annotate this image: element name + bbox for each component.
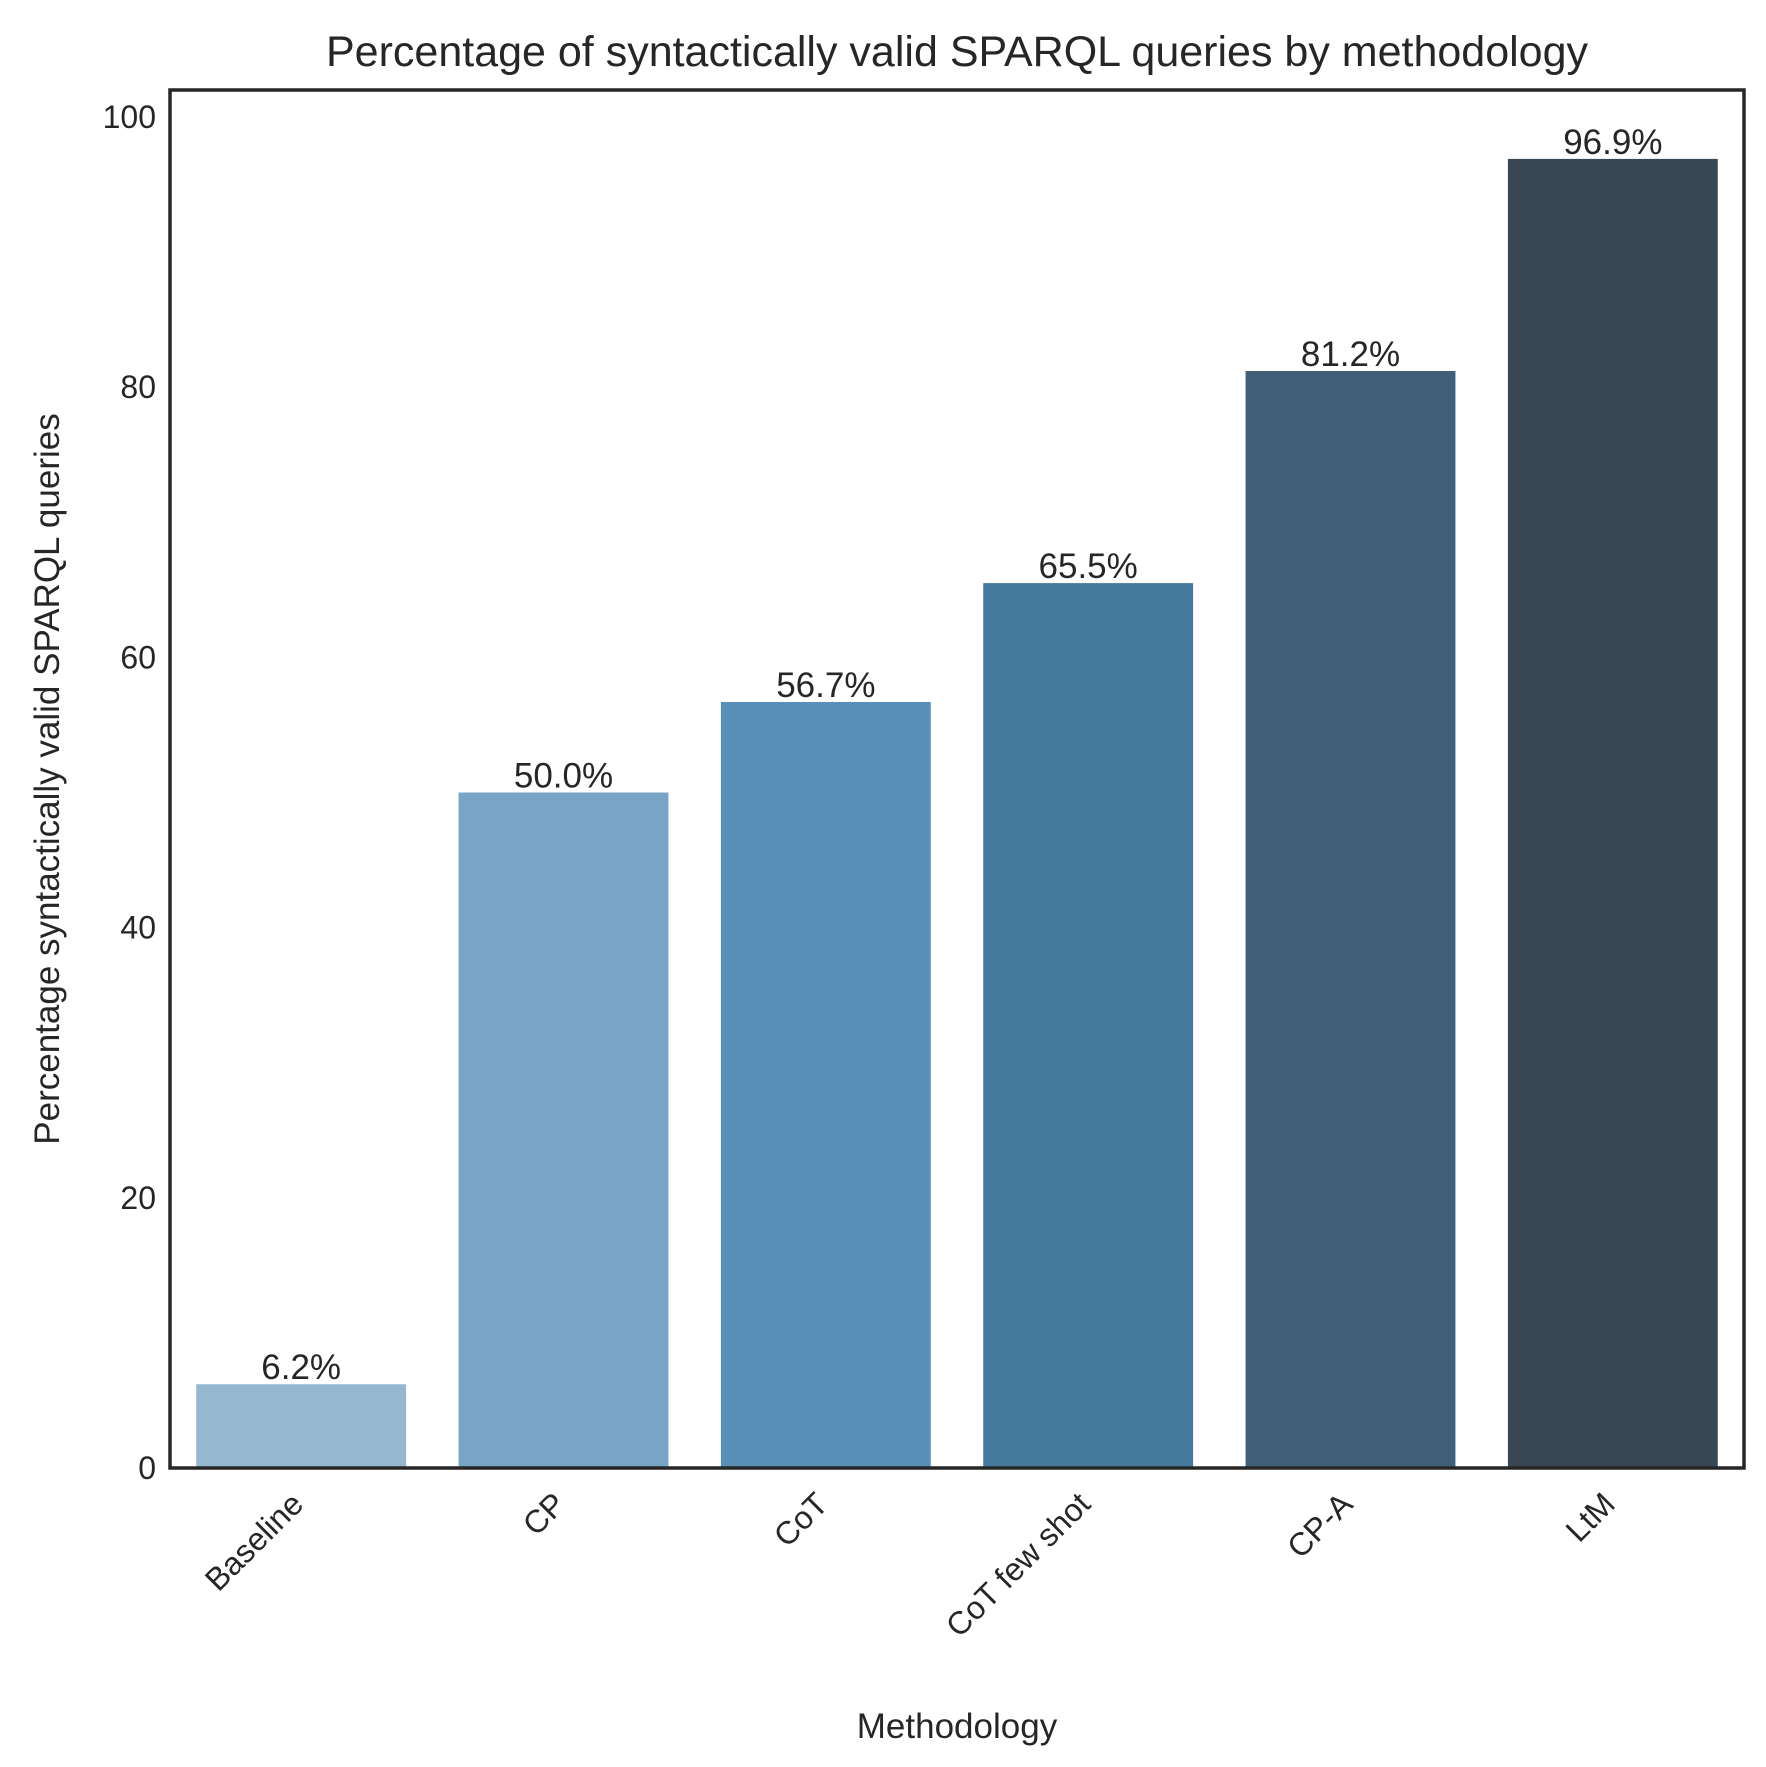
bar-ltm [1507, 158, 1718, 1468]
x-tick-label: Baseline [198, 1485, 310, 1597]
y-tick-label: 60 [120, 639, 156, 675]
data-label: 81.2% [1301, 335, 1400, 374]
y-tick-label: 100 [103, 99, 156, 135]
y-axis-label: Percentage syntactically valid SPARQL qu… [28, 413, 67, 1144]
y-tick-label: 20 [120, 1180, 156, 1216]
x-tick-label: CoT few shot [939, 1485, 1097, 1643]
y-tick-label: 0 [138, 1450, 156, 1486]
bar-cp-a [1245, 371, 1456, 1468]
data-label: 56.7% [776, 666, 875, 705]
plot-frame [168, 88, 1746, 1470]
x-tick-label: CoT [767, 1485, 835, 1553]
x-tick-label: CP-A [1280, 1485, 1360, 1565]
value-labels-layer: 6.2% 50.0% 56.7% 65.5% 81.2% 96.9% [261, 123, 1662, 1387]
x-tick-label: CP [516, 1485, 573, 1542]
y-tick-label: 80 [120, 369, 156, 405]
x-tick-label: LtM [1559, 1485, 1622, 1548]
data-label: 96.9% [1563, 123, 1662, 162]
data-label: 50.0% [514, 757, 613, 796]
data-label: 65.5% [1039, 547, 1138, 586]
chart-title: Percentage of syntactically valid SPARQL… [326, 28, 1588, 76]
x-axis-ticks: Baseline CP CoT CoT few shot CP-A LtM [198, 1485, 1622, 1644]
y-tick-label: 40 [120, 910, 156, 946]
data-label: 6.2% [261, 1348, 341, 1387]
x-axis-label: Methodology [857, 1707, 1058, 1746]
bars-layer [196, 158, 1718, 1468]
bar-cp [458, 792, 669, 1468]
bar-baseline [196, 1384, 407, 1468]
bar-cot-few-shot [983, 583, 1194, 1468]
bar-cot [720, 701, 931, 1468]
y-axis-ticks: 0 20 40 60 80 100 [103, 99, 156, 1486]
